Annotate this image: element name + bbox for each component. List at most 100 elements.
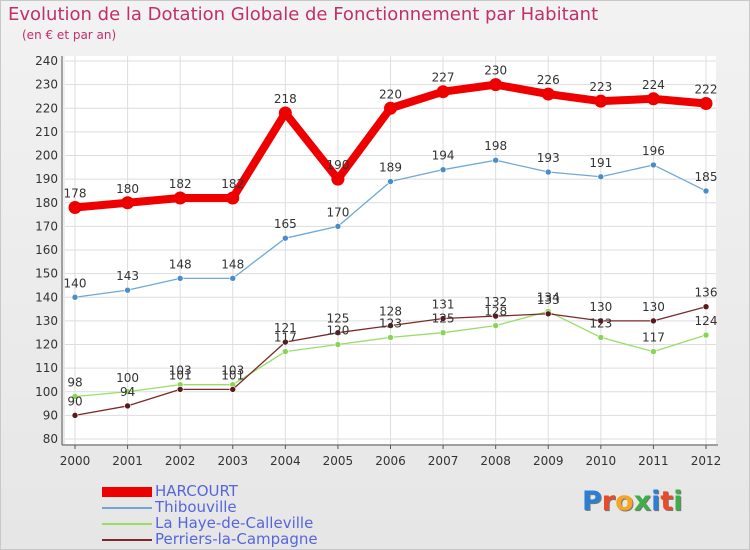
legend-item: Perriers-la-Campagne [102,530,362,548]
data-point-thibouville [597,173,605,181]
data-label: 194 [432,149,455,163]
data-point-harcourt [173,191,187,205]
x-tick-label: 2003 [217,454,248,468]
data-label: 222 [695,83,718,97]
data-label: 148 [169,257,192,271]
data-point-harcourt [331,172,345,186]
data-point-perriers-la-campagne [334,329,342,336]
data-label: 132 [484,295,507,309]
data-point-thibouville [229,275,237,282]
data-point-thibouville [439,166,447,173]
data-label: 98 [67,375,82,389]
data-point-harcourt [121,196,135,210]
y-tick-label: 180 [35,196,58,210]
x-tick-label: 2012 [691,454,722,468]
data-point-perriers-la-campagne [387,322,394,329]
data-label: 165 [274,217,297,231]
legend-item: HARCOURT [102,482,362,500]
x-tick-label: 2000 [60,454,91,468]
data-point-thibouville [71,293,79,301]
data-label: 185 [695,170,718,184]
legend-label: HARCOURT [155,482,238,500]
data-label: 128 [484,305,507,319]
line-chart: 80 90 100 110 120 130 140 150 160 170 180 190 2002 10… [35,54,722,468]
data-label: 148 [221,257,244,271]
y-tick-label: 120 [35,338,58,352]
data-point-thibouville [124,286,131,294]
y-tick-label: 150 [35,267,58,281]
proxiti-logo: Proxiti [582,486,683,517]
data-label: 121 [274,321,297,335]
data-point-la-haye-de-calleville [282,348,289,355]
data-label: 170 [326,205,349,219]
legend-swatch [102,487,152,497]
data-point-perriers-la-campagne [124,402,131,410]
data-point-harcourt [278,106,292,120]
data-point-la-haye-de-calleville [702,331,710,339]
legend-item: La Haye-de-Calleville [102,514,362,532]
legend-swatch [102,539,152,541]
data-label: 94 [120,385,135,399]
data-label: 133 [537,293,560,307]
y-tick-label: 160 [35,243,58,257]
data-point-perriers-la-campagne [439,315,447,322]
data-point-harcourt [594,94,608,108]
data-label: 190 [326,158,349,172]
legend-label: Perriers-la-Campagne [155,530,318,548]
chart-title: Evolution de la Dotation Globale de Fonc… [8,4,599,25]
x-tick-label: 2010 [586,454,617,468]
data-label: 123 [379,316,402,330]
data-label: 143 [116,269,139,283]
data-label: 130 [642,300,665,314]
y-tick-label: 80 [43,432,58,446]
data-point-perriers-la-campagne [492,312,499,320]
data-point-perriers-la-campagne [71,412,79,419]
data-point-la-haye-de-calleville [334,341,342,348]
data-point-harcourt [541,87,555,101]
data-label: 224 [642,78,665,92]
data-point-thibouville [282,234,289,242]
data-point-thibouville [544,168,552,176]
data-label: 140 [64,276,87,290]
data-label: 230 [484,64,507,78]
data-point-perriers-la-campagne [597,317,605,325]
x-tick-label: 2011 [638,454,669,468]
data-label: 189 [379,160,402,174]
data-label: 128 [379,305,402,319]
data-point-harcourt [226,191,240,205]
data-label: 90 [67,394,82,408]
data-point-perriers-la-campagne [229,386,237,393]
legend-swatch [102,523,152,525]
data-point-harcourt [436,85,450,99]
chart-subtitle: (en € et par an) [22,28,117,42]
y-tick-label: 100 [35,385,58,399]
y-tick-label: 140 [35,290,58,304]
y-tick-label: 170 [35,219,58,233]
data-label: 103 [221,364,244,378]
x-tick-label: 2004 [270,454,301,468]
data-label: 226 [537,73,560,87]
data-point-la-haye-de-calleville [597,334,605,341]
data-label: 120 [326,324,349,338]
data-point-la-haye-de-calleville [439,329,447,336]
y-tick-label: 110 [35,361,58,375]
x-tick-label: 2009 [533,454,564,468]
data-point-harcourt [646,92,660,106]
x-tick-label: 2002 [165,454,196,468]
data-label: 103 [169,364,192,378]
data-label: 130 [589,300,612,314]
data-label: 134 [537,290,560,304]
data-label: 182 [169,177,192,191]
data-label: 117 [274,331,297,345]
data-label: 191 [589,156,612,170]
data-point-perriers-la-campagne [282,338,289,346]
legend-label: Thibouville [155,498,237,516]
data-point-thibouville [387,178,394,185]
data-point-perriers-la-campagne [176,386,184,393]
data-point-la-haye-de-calleville [492,322,499,329]
data-point-perriers-la-campagne [544,310,552,318]
legend-label: La Haye-de-Calleville [155,514,314,532]
y-tick-label: 190 [35,172,58,186]
x-tick-label: 2001 [112,454,143,468]
x-tick-label: 2008 [480,454,511,468]
